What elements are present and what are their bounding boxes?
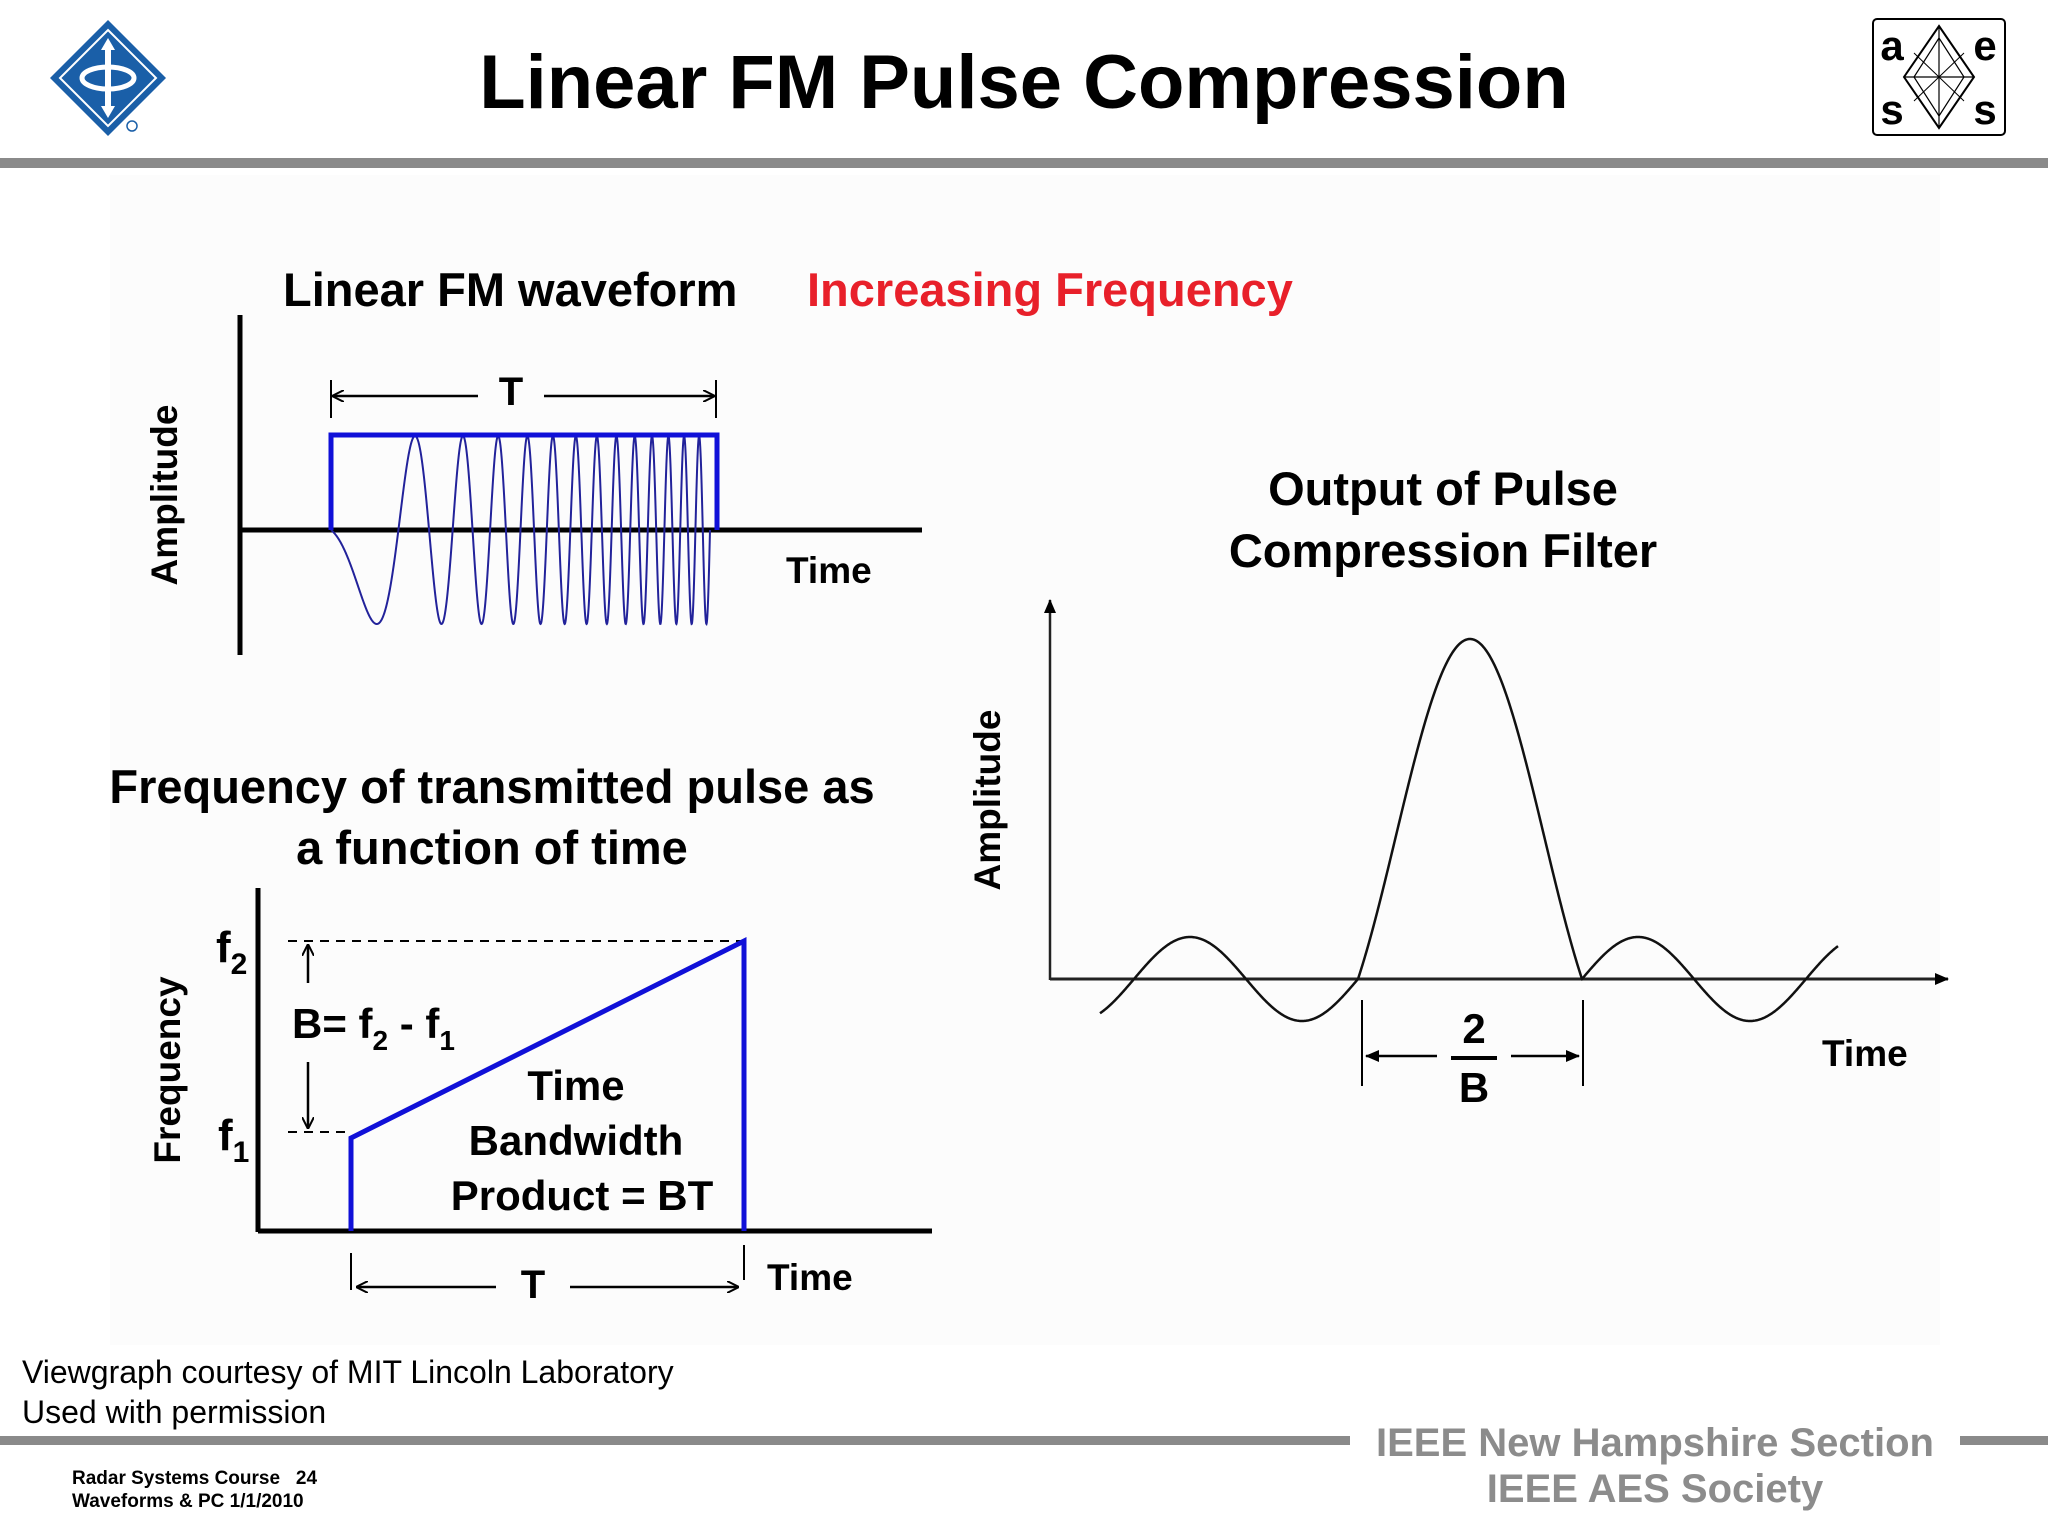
aes-logo-letter-a: a: [1880, 22, 1904, 69]
frequency-x-label: Time: [767, 1257, 853, 1298]
footer-course-title: Radar Systems Course: [72, 1468, 281, 1489]
frequency-ramp: [348, 936, 747, 1231]
output-title-line1: Output of Pulse: [1268, 462, 1618, 515]
page-title: Linear FM Pulse Compression: [479, 40, 1569, 125]
footer-page-number: 24: [295, 1468, 318, 1489]
tbp-line3: Product = BT: [451, 1172, 714, 1219]
frequency-title-line1: Frequency of transmitted pulse as: [109, 760, 874, 813]
header-divider: [0, 158, 2048, 168]
waveform-y-label: Amplitude: [144, 405, 185, 586]
footer-section-line2: IEEE AES Society: [1486, 1467, 1824, 1511]
credit-line1: Viewgraph courtesy of MIT Lincoln Labora…: [22, 1354, 674, 1390]
aes-logo-letter-e: e: [1973, 22, 1996, 69]
width-denominator: B: [1459, 1064, 1489, 1111]
waveform-duration-label: T: [499, 370, 523, 414]
footer-course: Radar Systems Course 24: [72, 1467, 317, 1491]
f1-label: f1: [218, 1111, 249, 1169]
output-title-line2: Compression Filter: [1229, 524, 1657, 577]
waveform-title: Linear FM waveform: [283, 263, 737, 316]
figure-background: [110, 175, 1940, 1345]
compressed-pulse-curve: [1099, 637, 1839, 1023]
frequency-duration-label: T: [521, 1263, 545, 1307]
credit-line2: Used with permission: [22, 1394, 327, 1430]
pulse-envelope: [328, 432, 720, 530]
width-numerator: 2: [1462, 1005, 1485, 1052]
aes-logo: a e s s: [1872, 18, 2006, 136]
footer-divider-left: [0, 1436, 1350, 1445]
waveform-title-accent: Increasing Frequency: [807, 263, 1293, 316]
footer-subtitle: Waveforms & PC 1/1/2010: [72, 1491, 304, 1512]
output-x-label: Time: [1822, 1033, 1908, 1074]
frequency-y-label: Frequency: [147, 976, 188, 1164]
aes-logo-letter-s2: s: [1973, 86, 1996, 133]
waveform-x-label: Time: [786, 550, 872, 591]
output-y-label: Amplitude: [967, 710, 1008, 891]
tbp-line1: Time: [527, 1062, 624, 1109]
footer-divider-right: [1960, 1436, 2048, 1445]
aes-logo-letter-s1: s: [1880, 86, 1903, 133]
f2-label: f2: [216, 923, 247, 981]
footer-section-line1: IEEE New Hampshire Section: [1376, 1421, 1934, 1465]
tbp-line2: Bandwidth: [469, 1117, 684, 1164]
frequency-title-line2: a function of time: [296, 821, 688, 874]
bandwidth-equation: B= f2 - f1: [292, 1000, 455, 1056]
ieee-logo: [46, 16, 170, 140]
chirp-waveform: [330, 433, 711, 626]
